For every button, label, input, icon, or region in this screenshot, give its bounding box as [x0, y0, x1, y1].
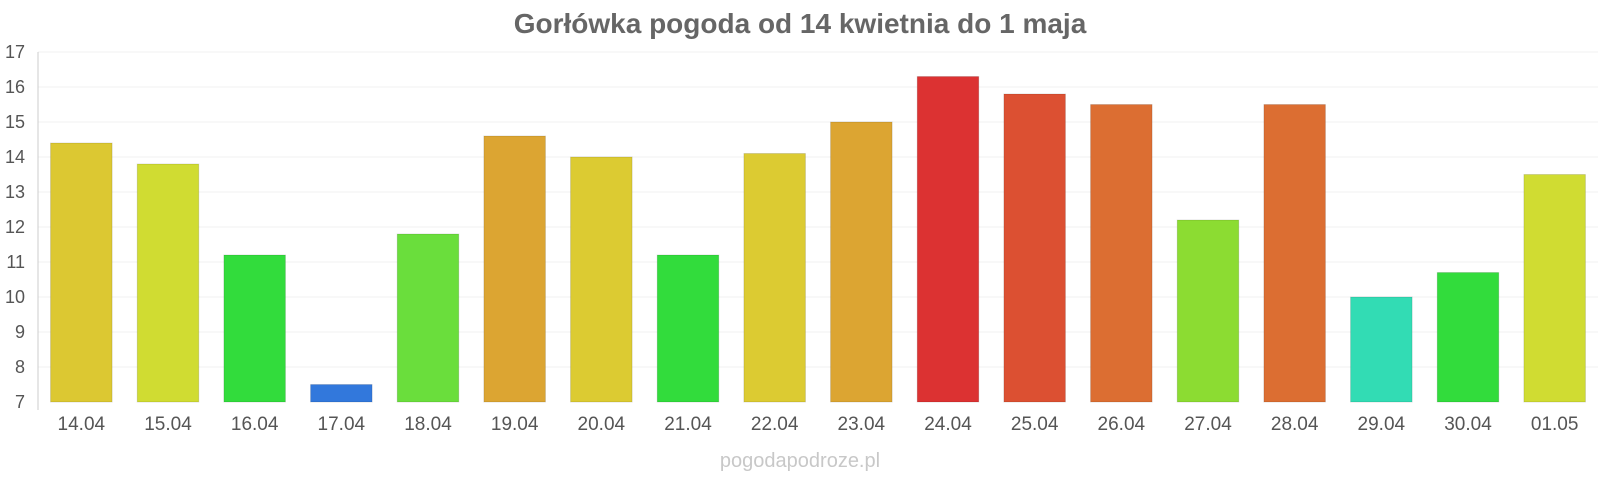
y-axis: 7 8 9 10 11 12 13 14 15 16 17 — [5, 42, 39, 412]
x-tick-label: 19.04 — [491, 414, 539, 435]
x-tick-label: 22.04 — [751, 414, 799, 435]
y-tick-label: 7 — [15, 392, 25, 412]
bar-15.04 — [136, 163, 200, 403]
x-tick-label: 20.04 — [578, 414, 626, 435]
chart-title: Gorłówka pogoda od 14 kwietnia do 1 maja — [514, 8, 1087, 39]
y-tick-label: 16 — [5, 77, 25, 97]
x-tick-label: 18.04 — [404, 414, 452, 435]
bar-16.04 — [223, 254, 286, 403]
bar-18.04 — [396, 233, 460, 403]
x-tick-label: 26.04 — [1098, 414, 1146, 435]
x-tick-label: 24.04 — [924, 414, 972, 435]
bar-14.04 — [50, 142, 113, 403]
bar-21.04 — [656, 254, 720, 403]
x-tick-label: 30.04 — [1444, 414, 1492, 435]
x-tick-label: 01.05 — [1531, 414, 1579, 435]
x-tick-label: 17.04 — [318, 414, 366, 435]
bar-27.04 — [1176, 219, 1240, 403]
x-tick-label: 15.04 — [144, 414, 192, 435]
bar-23.04 — [830, 121, 893, 403]
bar-24.04 — [916, 76, 980, 403]
y-tick-label: 14 — [5, 147, 25, 167]
y-tick-label: 12 — [5, 217, 25, 237]
bar-28.04 — [1263, 104, 1326, 403]
y-tick-label: 9 — [15, 322, 25, 342]
x-tick-label: 27.04 — [1184, 414, 1232, 435]
bar-17.04 — [310, 384, 373, 403]
bar-29.04 — [1350, 296, 1413, 403]
y-tick-label: 17 — [5, 42, 25, 62]
bar-26.04 — [1090, 104, 1153, 403]
y-tick-label: 11 — [6, 252, 25, 272]
bar-25.04 — [1003, 93, 1066, 403]
x-axis-labels: 14.04 15.04 16.04 17.04 18.04 19.04 20.04 21.04… — [58, 414, 1579, 435]
bar-19.04 — [483, 135, 546, 403]
bars — [50, 76, 1586, 403]
grid-lines — [38, 51, 1598, 368]
x-tick-label: 14.04 — [58, 414, 106, 435]
y-tick-label: 10 — [5, 287, 25, 307]
y-tick-label: 15 — [5, 112, 25, 132]
bar-30.04 — [1436, 272, 1500, 403]
bar-20.04 — [570, 156, 633, 403]
x-tick-label: 29.04 — [1358, 414, 1406, 435]
y-tick-label: 8 — [15, 357, 25, 377]
x-tick-label: 25.04 — [1011, 414, 1059, 435]
x-tick-label: 16.04 — [231, 414, 279, 435]
y-tick-label: 13 — [5, 182, 25, 202]
x-tick-label: 28.04 — [1271, 414, 1319, 435]
bar-01.05 — [1523, 174, 1586, 403]
watermark: pogodapodroze.pl — [720, 450, 880, 472]
x-tick-label: 23.04 — [838, 414, 886, 435]
x-tick-label: 21.04 — [664, 414, 712, 435]
bar-22.04 — [743, 153, 806, 403]
